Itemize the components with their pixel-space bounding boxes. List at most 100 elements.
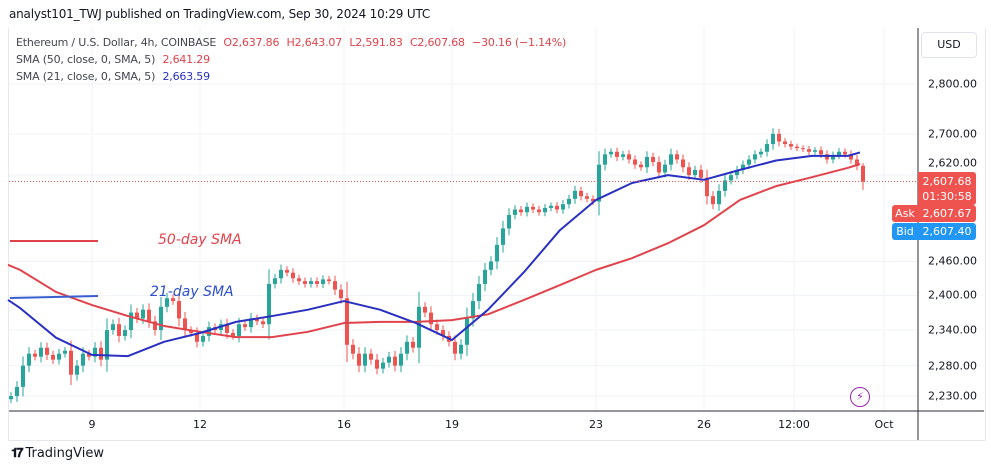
time-tick: 12:00 — [778, 418, 810, 431]
price-tick: 2,460.00 — [928, 254, 977, 268]
candle-body — [207, 327, 211, 336]
candle-body — [831, 155, 835, 160]
candle-body — [561, 204, 565, 210]
candle-body — [639, 164, 643, 168]
candle-body — [309, 281, 313, 284]
candle-body — [333, 281, 337, 290]
candle-body — [93, 347, 97, 357]
price-tick: 2,400.00 — [928, 288, 977, 302]
candle-body — [237, 324, 241, 336]
candle-body — [687, 167, 691, 176]
candle-body — [627, 154, 631, 160]
candle-body — [657, 162, 661, 173]
candle-body — [849, 154, 853, 160]
candle-body — [363, 353, 367, 366]
time-tick: 16 — [337, 418, 351, 431]
candle-body — [819, 150, 823, 155]
bid-price: 2,607.40 — [918, 223, 976, 240]
bid-tag: Bid — [892, 223, 918, 240]
candle-body — [861, 165, 865, 182]
sma21-row[interactable]: SMA (21, close, 0, SMA, 5) 2,663.59 — [16, 68, 570, 85]
candle-body — [51, 354, 55, 360]
brand-name[interactable]: TradingView — [25, 446, 105, 461]
chart-frame[interactable] — [8, 28, 986, 441]
price-tick: 2,620.00 — [928, 156, 977, 170]
sma50-label: SMA (50, close, 0, SMA, 5) — [16, 53, 156, 66]
candle-body — [297, 278, 301, 282]
candle-body — [615, 151, 619, 157]
candle-body — [99, 347, 103, 360]
candle-body — [279, 269, 283, 279]
candle-body — [87, 353, 91, 357]
candle-body — [63, 350, 67, 354]
candle-body — [435, 324, 439, 331]
candle-body — [267, 283, 271, 325]
tradingview-logo-icon[interactable]: 𝟏𝟕 — [11, 446, 24, 461]
candle-body — [741, 164, 745, 170]
candle-body — [567, 198, 571, 205]
candle-body — [417, 306, 421, 348]
time-tick: 19 — [445, 418, 459, 431]
candle-body — [327, 279, 331, 282]
candle-body — [393, 356, 397, 366]
candle-body — [501, 228, 505, 245]
candle-body — [855, 159, 859, 166]
currency-button[interactable]: USD — [921, 32, 977, 58]
chart-legend: Ethereum / U.S. Dollar, 4h, COINBASE O2,… — [16, 34, 570, 85]
candle-body — [537, 209, 541, 213]
candle-body — [189, 330, 193, 333]
candle-body — [15, 386, 19, 397]
candle-body — [45, 347, 49, 355]
candle-body — [459, 344, 463, 354]
candle-body — [645, 156, 649, 168]
candle-body — [579, 190, 583, 197]
price-tick: 2,230.00 — [928, 389, 977, 403]
ask-price: 2,607.67 — [918, 205, 976, 222]
candle-body — [321, 279, 325, 284]
price-tick: 2,700.00 — [928, 127, 977, 141]
candle-body — [405, 341, 409, 354]
candle-body — [423, 306, 427, 313]
candle-body — [75, 365, 79, 375]
candle-body — [477, 283, 481, 302]
candle-body — [183, 318, 187, 331]
candle-body — [381, 362, 385, 369]
price-tick: 2,800.00 — [928, 77, 977, 91]
candle-body — [351, 344, 355, 354]
sma21-label: SMA (21, close, 0, SMA, 5) — [16, 70, 156, 83]
candle-body — [147, 309, 151, 322]
candle-body — [123, 330, 127, 336]
lightning-icon[interactable]: ⚡ — [850, 387, 870, 407]
last-price-value: 2,607.68 — [922, 175, 972, 188]
candle-body — [525, 206, 529, 213]
candle-body — [243, 324, 247, 328]
candle-body — [339, 289, 343, 299]
candle-body — [57, 353, 61, 360]
candle-body — [711, 196, 715, 205]
ohlc-close: C2,607.68 — [409, 36, 465, 49]
candle-body — [513, 209, 517, 215]
candle-body — [195, 332, 199, 342]
sma50-row[interactable]: SMA (50, close, 0, SMA, 5) 2,641.29 — [16, 51, 570, 68]
candle-body — [159, 306, 163, 331]
candle-body — [771, 133, 775, 145]
candle-body — [225, 324, 229, 333]
candle-body — [729, 175, 733, 181]
candle-body — [621, 154, 625, 157]
last-price-label: 2,607.68 01:30:58 — [918, 172, 976, 205]
candle-body — [555, 205, 559, 210]
publish-info: analyst101_TWJ published on TradingView.… — [9, 7, 431, 21]
candle-body — [111, 324, 115, 331]
candle-body — [81, 353, 85, 366]
candle-body — [789, 144, 793, 147]
symbol-name[interactable]: Ethereum / U.S. Dollar, 4h, COINBASE — [16, 36, 217, 49]
candle-body — [291, 272, 295, 279]
candle-body — [759, 151, 763, 155]
candle-body — [411, 341, 415, 348]
candle-body — [117, 324, 121, 336]
candle-body — [783, 141, 787, 145]
candle-body — [21, 365, 25, 387]
candle-body — [795, 146, 799, 149]
candle-body — [285, 269, 289, 273]
